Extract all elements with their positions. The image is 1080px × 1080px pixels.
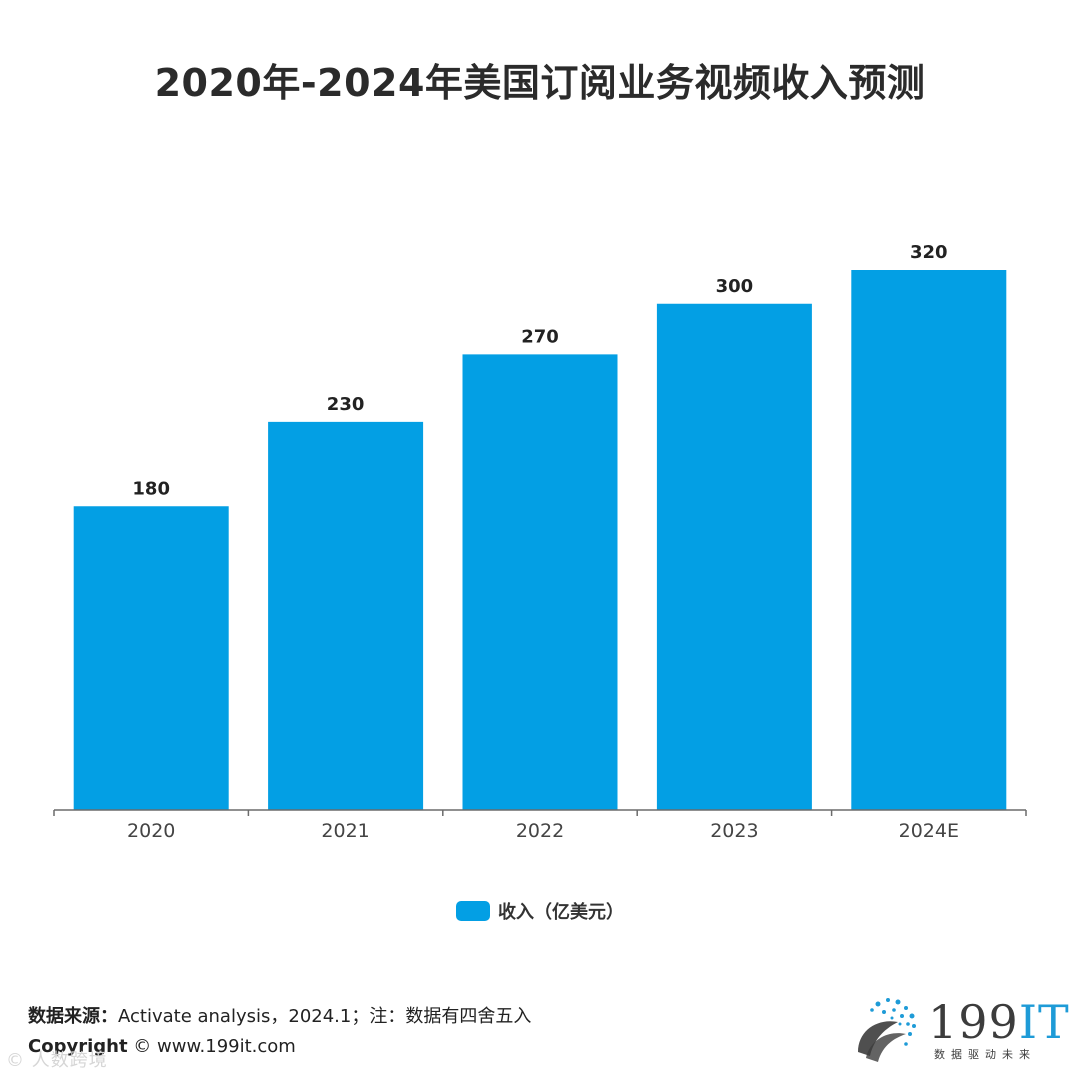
legend-swatch: [456, 901, 490, 921]
legend-label: 收入（亿美元）: [498, 902, 624, 923]
category-label-2021: 2021: [321, 820, 369, 842]
category-label-2022: 2022: [516, 820, 564, 842]
bar-2020: [73, 506, 229, 810]
source-key: 数据来源：: [28, 1006, 118, 1027]
chart-title: 2020年-2024年美国订阅业务视频收入预测: [154, 61, 926, 105]
x-axis: [53, 809, 1027, 816]
source-text: Activate analysis，2024.1；注：数据有四舍五入: [118, 1006, 532, 1027]
category-label-2024E: 2024E: [899, 820, 959, 842]
watermark: © 人数跨境: [6, 1050, 108, 1071]
bar-2024E: [851, 270, 1007, 810]
brand-name: 199IT: [928, 995, 1070, 1049]
brand-name-number: 199: [928, 995, 1019, 1049]
bars-layer: [73, 270, 1007, 810]
brand-slogan: 数据驱动未来: [934, 1048, 1036, 1061]
copyright-text: © www.199it.com: [133, 1036, 296, 1057]
value-labels-layer: 180 230 270 300 320: [132, 242, 947, 499]
category-label-2020: 2020: [127, 820, 175, 842]
brand-name-it: IT: [1018, 995, 1070, 1049]
data-label-2023: 300: [716, 276, 754, 297]
bar-2022: [462, 354, 618, 810]
brand-logo-icon: [858, 998, 916, 1062]
bar-2023: [656, 303, 812, 810]
legend: 收入（亿美元）: [0, 898, 1080, 924]
category-label-2023: 2023: [710, 820, 758, 842]
data-label-2021: 230: [327, 394, 365, 415]
bar-2021: [268, 421, 424, 810]
data-label-2022: 270: [521, 326, 559, 347]
source-note: 数据来源：Activate analysis，2024.1；注：数据有四舍五入: [28, 1002, 531, 1028]
bar-chart: 180 230 270 300 320 2020 2021 2022 2023 2024E: [53, 242, 1027, 842]
copyright-key: Copyright: [28, 1036, 128, 1057]
data-label-2020: 180: [132, 478, 170, 499]
copyright-note: Copyright © www.199it.com: [28, 1036, 296, 1057]
category-labels-layer: 2020 2021 2022 2023 2024E: [127, 820, 959, 842]
data-label-2024E: 320: [910, 242, 948, 263]
